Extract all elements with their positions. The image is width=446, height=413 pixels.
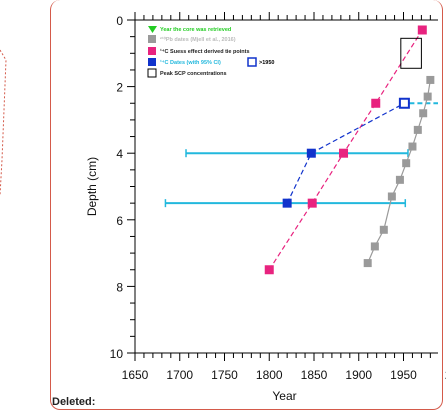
legend-label: Year the core was retrieved [160,27,231,33]
y-tick-label: 4 [116,147,123,161]
legend-post-1950-icon [247,57,257,67]
suess-point [264,265,274,275]
x-tick-label: 1650 [122,368,149,382]
legend-label: Peak SCP concentrations [160,71,227,77]
suess-point [371,98,381,108]
pb-point [387,192,396,201]
x-tick-label: 1750 [211,368,238,382]
c14-line [286,102,405,204]
x-axis-title: Year [272,389,296,403]
y-tick-label: 10 [110,347,124,361]
x-tick-label: 2 [445,368,446,382]
pb-point [408,142,417,151]
suess-point [417,25,427,35]
y-tick-label: 2 [116,81,123,95]
pb-point [379,225,388,234]
x-tick-label: 1950 [390,368,417,382]
y-tick-label: 6 [116,214,123,228]
comment-leader-line [0,49,7,196]
pb-point [363,259,372,268]
chart-axes: 1650 1700 1750 1800 1850 1900 1950 2 0 2 4 6 8 10 Year… [85,12,446,403]
x-tick-label: 1850 [301,368,328,382]
pb-point [419,109,428,118]
legend-label: ¹⁴C Suess effect derived tie points [160,48,250,55]
legend-label: ²¹⁰Pb dates (Mjell et al., 2016) [160,36,236,43]
pb-point [423,92,432,101]
c14-point [282,198,292,208]
legend-square-icon [148,35,156,43]
chart-marks [264,25,435,275]
suess-point [339,148,349,158]
x-tick-label: 1800 [256,368,283,382]
y-tick-label: 0 [116,14,123,28]
y-axis-title: Depth (cm) [85,157,99,216]
c14-point [306,148,316,158]
chart-legend: Year the core was retrieved ²¹⁰Pb dates (… [147,26,274,78]
comment-frame [50,0,443,410]
deleted-label: Deleted: [52,396,96,408]
pb-point [413,125,422,134]
x-tick-label: 1700 [166,368,193,382]
legend-square-icon [148,47,156,55]
x-tick-label: 1900 [345,368,372,382]
pb-point [402,159,411,168]
legend-square-icon [148,58,156,66]
y-tick-label: 8 [116,280,123,294]
pb-point [395,175,404,184]
pb-point [426,75,435,84]
legend-triangle-icon [148,26,157,33]
post-1950-point [398,97,410,109]
pb-point [370,242,379,251]
suess-point [307,198,317,208]
peak-scp-box [400,37,422,69]
legend-open-square-icon [147,68,157,78]
legend-label: ¹⁴C Dates (with 95% CI) [160,59,221,66]
legend-post-1950-label: >1950 [259,60,274,66]
